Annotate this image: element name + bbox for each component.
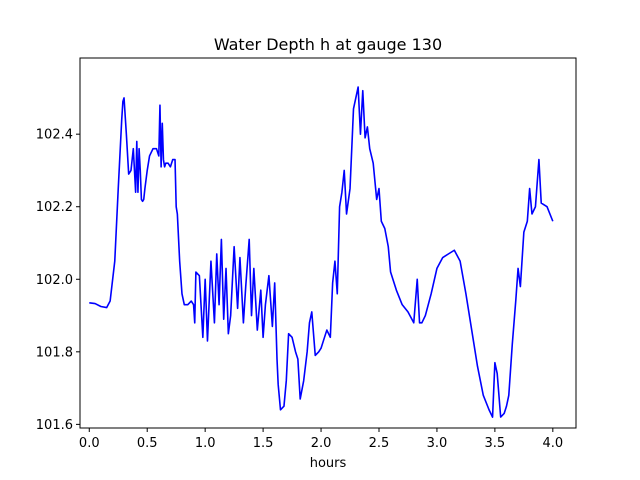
x-tick-label: 0.0	[79, 436, 100, 451]
x-tick-label: 1.5	[253, 436, 274, 451]
chart-title: Water Depth h at gauge 130	[214, 35, 442, 54]
x-tick-label: 3.5	[485, 436, 506, 451]
x-axis-label: hours	[310, 456, 347, 471]
x-tick-label: 0.5	[137, 436, 158, 451]
x-tick-label: 2.0	[311, 436, 332, 451]
x-tick-label: 3.0	[427, 436, 448, 451]
x-axis: 0.0 0.5 1.0 1.5 2.0 2.5 3.0 3.5 4.0	[79, 428, 563, 451]
x-tick-label: 2.5	[369, 436, 390, 451]
axes-frame	[79, 57, 577, 429]
x-tick-label: 4.0	[542, 436, 563, 451]
y-tick-label: 101.6	[36, 418, 73, 433]
y-tick-label: 102.0	[36, 273, 73, 288]
series-line-0	[89, 86, 554, 418]
x-tick-label: 1.0	[195, 436, 216, 451]
y-tick-label: 101.8	[36, 345, 73, 360]
y-tick-label: 102.4	[36, 128, 73, 143]
y-tick-label: 102.2	[36, 200, 73, 215]
plot-area	[89, 86, 554, 418]
y-axis: 101.6 101.8 102.0 102.2 102.4	[36, 128, 80, 433]
